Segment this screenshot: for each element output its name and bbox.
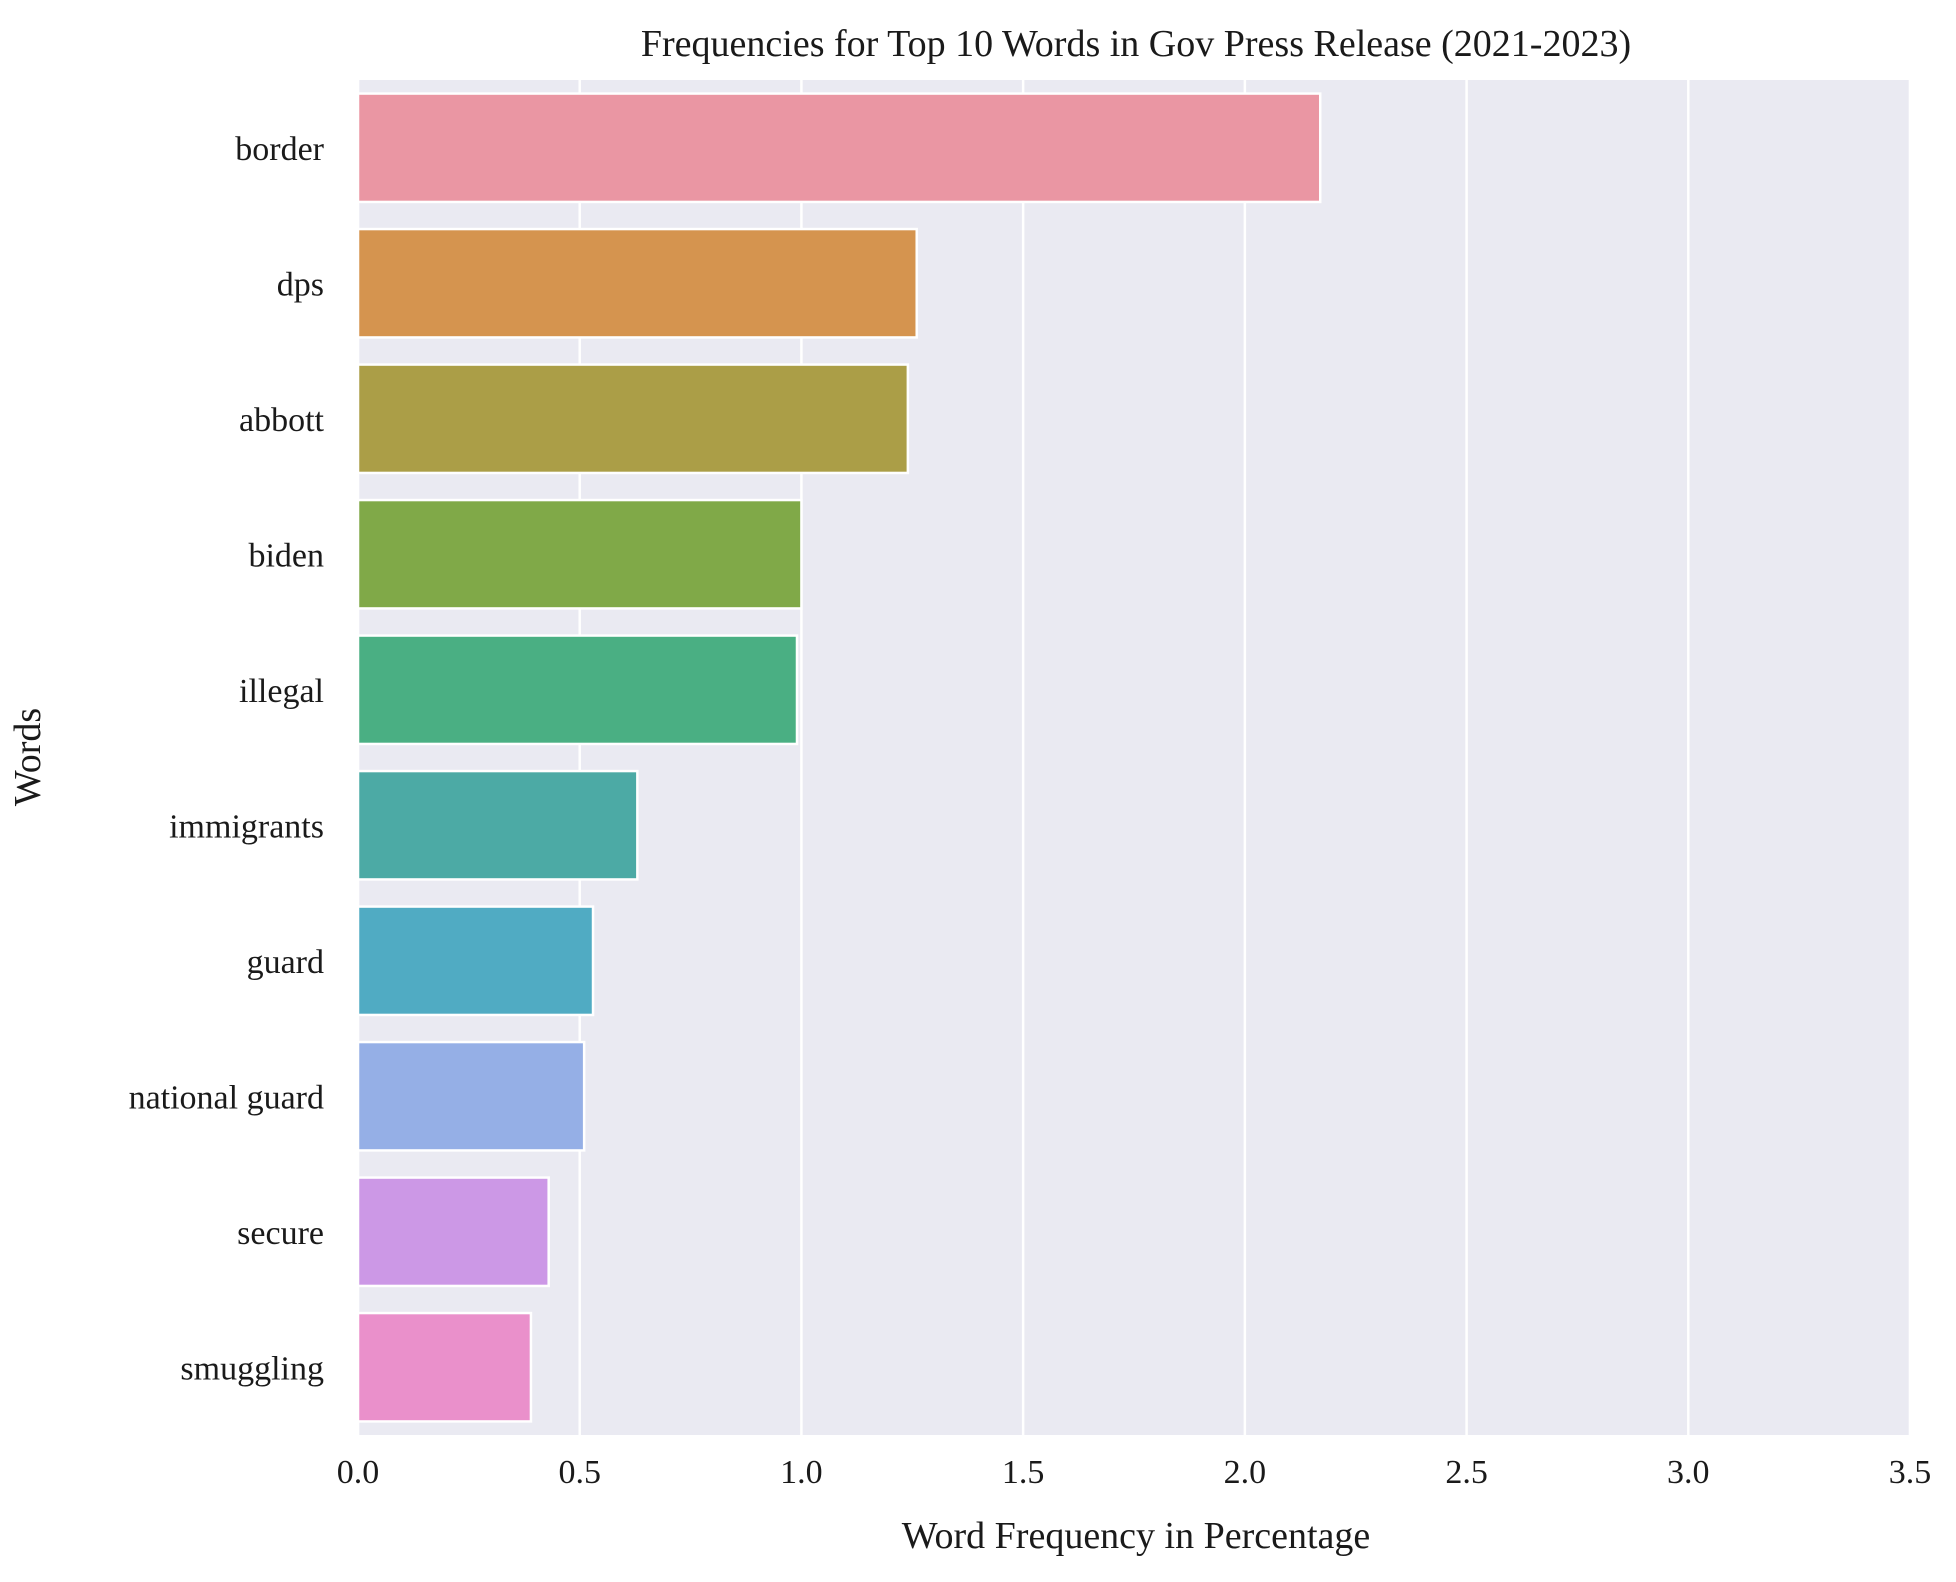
y-tick-labels: border dps abbott biden illegal immigrants gua… — [129, 131, 325, 1388]
x-axis-label: Word Frequency in Percentage — [902, 1515, 1371, 1557]
x-tick-label: 3.5 — [1889, 1454, 1932, 1491]
x-tick-label: 1.5 — [1002, 1454, 1045, 1491]
y-tick-label: border — [235, 131, 324, 168]
y-tick-label: illegal — [239, 673, 324, 710]
bars — [356, 92, 1322, 1423]
y-tick-label: dps — [277, 266, 324, 303]
bar-biden — [356, 498, 803, 610]
y-tick-label: abbott — [239, 402, 325, 439]
bar-smuggling — [356, 1311, 533, 1423]
bar-immigrants — [356, 769, 639, 881]
bar-dps — [356, 227, 918, 339]
x-tick-labels: 0.0 0.5 1.0 1.5 2.0 2.5 3.0 3.5 — [337, 1454, 1932, 1491]
y-tick-label: guard — [247, 944, 324, 981]
y-tick-label: secure — [237, 1215, 324, 1252]
chart-title: Frequencies for Top 10 Words in Gov Pres… — [641, 23, 1631, 65]
x-tick-label: 0.0 — [337, 1454, 380, 1491]
bar-guard — [356, 905, 595, 1017]
y-tick-label: national guard — [129, 1079, 324, 1116]
y-tick-label: smuggling — [180, 1350, 324, 1387]
x-tick-label: 2.5 — [1445, 1454, 1488, 1491]
x-tick-label: 2.0 — [1224, 1454, 1267, 1491]
bar-abbott — [356, 363, 910, 475]
x-tick-label: 3.0 — [1667, 1454, 1710, 1491]
bar-secure — [356, 1176, 550, 1288]
bar-border — [356, 92, 1322, 204]
x-tick-label: 0.5 — [558, 1454, 601, 1491]
x-tick-label: 1.0 — [780, 1454, 823, 1491]
y-tick-label: immigrants — [169, 808, 324, 845]
bar-illegal — [356, 634, 799, 746]
bar-national-guard — [356, 1040, 586, 1152]
y-tick-label: biden — [248, 537, 324, 574]
y-axis-label: Words — [7, 708, 49, 806]
